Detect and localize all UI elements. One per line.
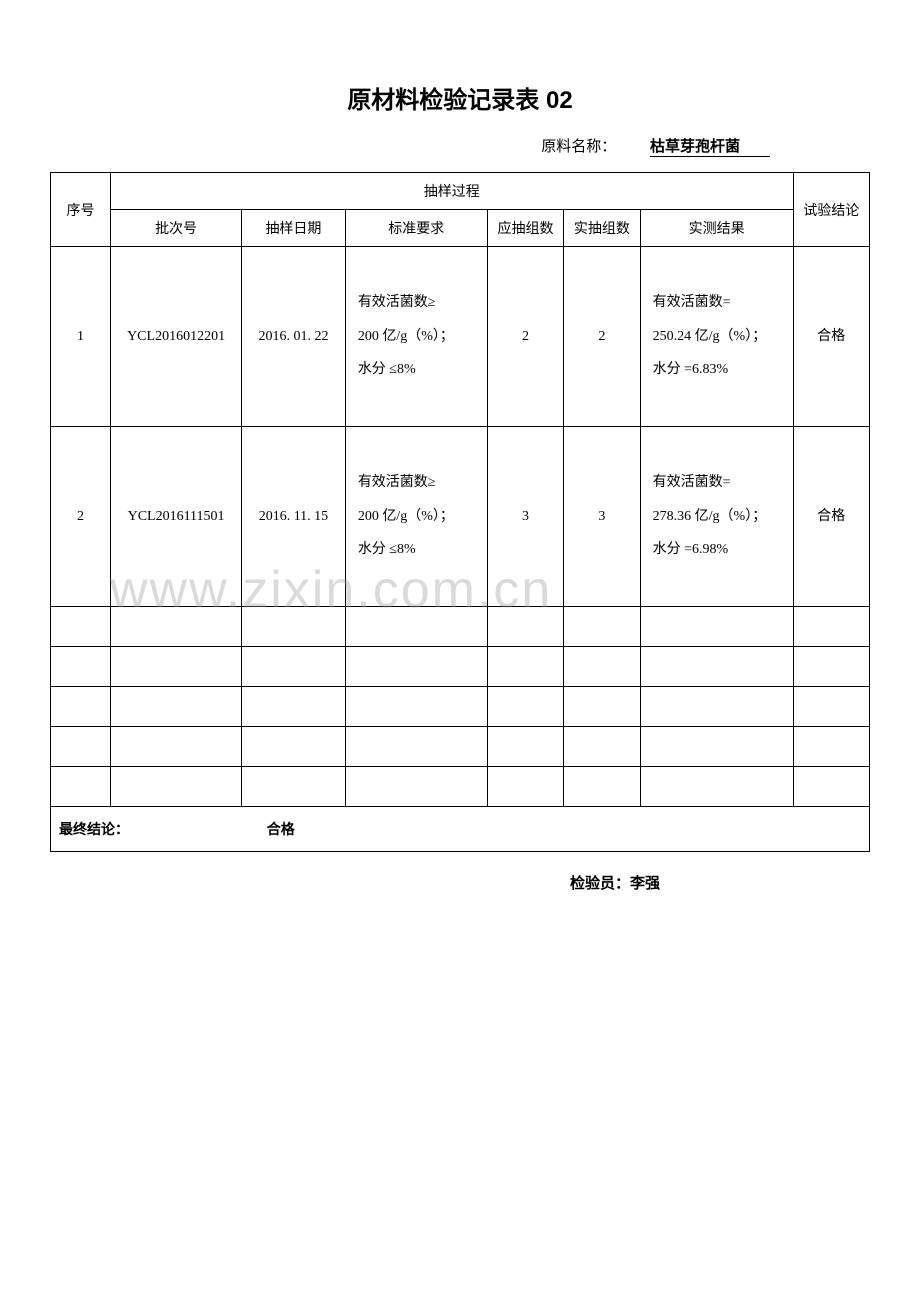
header-seq: 序号 [51,173,111,247]
cell-batch: YCL2016111501 [111,427,242,607]
cell-result: 有效活菌数= 278.36 亿/g（%）； 水分 =6.98% [640,427,793,607]
inspector-name: 李强 [630,875,660,892]
final-value: 合格 [267,821,295,837]
inspection-table: 序号 抽样过程 试验结论 批次号 抽样日期 标准要求 应抽组数 实抽组数 实测结… [50,172,870,852]
cell-standard: 有效活菌数≥ 200 亿/g（%）； 水分 ≤8% [345,427,487,607]
header-actual: 实抽组数 [564,210,640,247]
header-row-2: 批次号 抽样日期 标准要求 应抽组数 实抽组数 实测结果 [51,210,870,247]
cell-conclusion: 合格 [793,247,869,427]
cell-should: 3 [487,427,563,607]
material-label: 原料名称： [541,135,616,156]
cell-result: 有效活菌数= 250.24 亿/g（%）； 水分 =6.83% [640,247,793,427]
cell-batch: YCL2016012201 [111,247,242,427]
final-label: 最终结论： [59,821,129,837]
table-row-empty [51,727,870,767]
header-conclusion: 试验结论 [793,173,869,247]
cell-seq: 1 [51,247,111,427]
cell-actual: 3 [564,427,640,607]
cell-actual: 2 [564,247,640,427]
header-date: 抽样日期 [242,210,346,247]
inspector-info: 检验员：李强 [50,872,870,893]
header-process: 抽样过程 [111,173,793,210]
page-title: 原材料检验记录表 02 [50,80,870,115]
cell-date: 2016. 01. 22 [242,247,346,427]
table-row-empty [51,767,870,807]
cell-conclusion: 合格 [793,427,869,607]
cell-standard: 有效活菌数≥ 200 亿/g（%）； 水分 ≤8% [345,247,487,427]
table-row: 2 YCL2016111501 2016. 11. 15 有效活菌数≥ 200 … [51,427,870,607]
header-should: 应抽组数 [487,210,563,247]
material-info: 原料名称： 枯草芽孢杆菌 [50,135,870,157]
header-standard: 标准要求 [345,210,487,247]
cell-should: 2 [487,247,563,427]
header-result: 实测结果 [640,210,793,247]
table-row-empty [51,607,870,647]
inspector-label: 检验员： [570,875,630,892]
header-row-1: 序号 抽样过程 试验结论 [51,173,870,210]
table-row: 1 YCL2016012201 2016. 01. 22 有效活菌数≥ 200 … [51,247,870,427]
table-row-empty [51,647,870,687]
cell-seq: 2 [51,427,111,607]
header-batch: 批次号 [111,210,242,247]
final-conclusion-row: 最终结论： 合格 [51,807,870,852]
table-row-empty [51,687,870,727]
cell-date: 2016. 11. 15 [242,427,346,607]
material-name: 枯草芽孢杆菌 [650,135,770,157]
